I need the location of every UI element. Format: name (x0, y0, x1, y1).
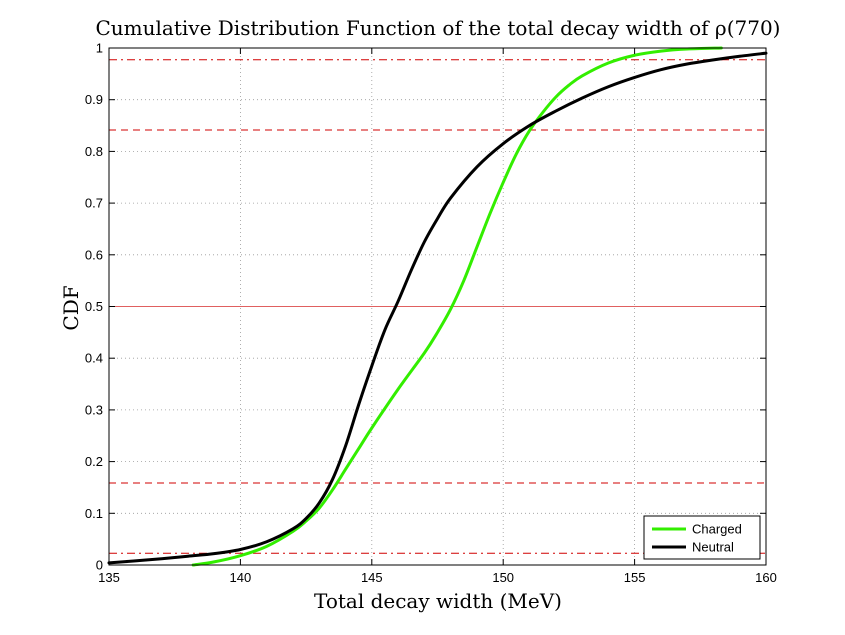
reference-lines (109, 59, 766, 554)
y-tick-label: 0.3 (85, 402, 103, 417)
y-tick-label: 1 (96, 41, 103, 56)
y-tick-label: 0.6 (85, 247, 103, 262)
y-tick-label: 0.8 (85, 144, 103, 159)
y-axis-label: CDF (59, 285, 83, 330)
x-tick-label: 160 (755, 570, 777, 585)
legend-label-neutral: Neutral (692, 540, 734, 555)
y-tick-label: 0.4 (85, 351, 103, 366)
tick-labels: 135 140 145 150 155 160 0 0.1 0.2 0.3 0.4 0.5 0.6 0.7… (85, 41, 777, 586)
series-line-neutral (107, 51, 768, 565)
x-axis-label: Total decay width (MeV) (314, 589, 562, 613)
axes (108, 47, 767, 566)
chart-title: Cumulative Distribution Function of the … (96, 16, 781, 40)
series-lines (107, 46, 768, 567)
x-tick-label: 145 (361, 570, 383, 585)
y-tick-label: 0.1 (85, 506, 103, 521)
x-tick-label: 135 (98, 570, 120, 585)
legend-box (643, 515, 761, 560)
y-tick-label: 0 (96, 558, 103, 573)
x-tick-label: 150 (492, 570, 514, 585)
series-line-charged (191, 46, 723, 567)
x-tick-label: 140 (230, 570, 252, 585)
y-tick-label: 0.2 (85, 454, 103, 469)
legend: Charged Neutral (643, 515, 761, 560)
y-tick-label: 0.9 (85, 92, 103, 107)
legend-label-charged: Charged (692, 522, 742, 537)
y-tick-label: 0.7 (85, 196, 103, 211)
x-tick-label: 155 (624, 570, 646, 585)
y-tick-label: 0.5 (85, 299, 103, 314)
